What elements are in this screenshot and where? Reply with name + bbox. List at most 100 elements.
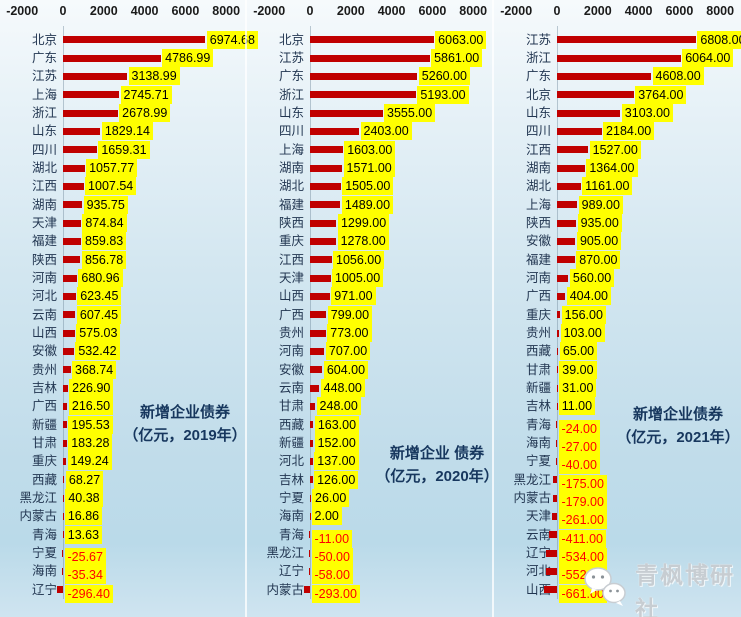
bar <box>310 36 434 44</box>
value-label: 137.00 <box>314 452 359 471</box>
bar <box>557 366 559 374</box>
value-label: -534.00 <box>558 548 607 567</box>
category-label: 四川 <box>31 142 57 157</box>
x-axis-tick-label: 6000 <box>665 4 694 18</box>
x-axis-tick-label: -2000 <box>500 4 533 18</box>
watermark-text: 青枫博研社 <box>635 562 735 617</box>
category-label: 吉林 <box>278 472 304 487</box>
bar <box>310 421 314 429</box>
bar <box>63 348 74 356</box>
bar <box>308 531 310 539</box>
bar <box>63 494 65 502</box>
bar <box>63 329 75 337</box>
category-label: 海南 <box>525 436 551 451</box>
bar <box>557 238 576 246</box>
category-label: 四川 <box>278 124 304 139</box>
bar <box>555 439 557 447</box>
category-label: 安徽 <box>525 234 551 249</box>
bar <box>553 476 557 484</box>
category-label: 陕西 <box>525 216 551 231</box>
x-axis-tick-label: 2000 <box>583 4 612 18</box>
bar <box>63 146 97 154</box>
bar <box>310 403 316 411</box>
category-label: 山东 <box>31 124 57 139</box>
bar <box>63 164 85 172</box>
category-label: 江苏 <box>278 51 304 66</box>
bar <box>557 403 559 411</box>
chart-title-line1: 新增企业债券 <box>632 406 723 423</box>
bar <box>310 311 327 319</box>
bar <box>56 586 63 594</box>
bar <box>63 183 84 191</box>
value-label: 13.63 <box>64 525 103 544</box>
value-label: 6808.00 <box>697 30 741 49</box>
value-label: 5193.00 <box>417 85 469 104</box>
category-label: 广东 <box>278 69 304 84</box>
category-label: 青海 <box>31 527 57 542</box>
category-label: 重庆 <box>278 234 304 249</box>
category-label: 湖南 <box>525 161 551 176</box>
category-label: 黑龙江 <box>513 472 551 487</box>
value-label: 183.28 <box>68 434 113 453</box>
category-label: 山东 <box>278 106 304 121</box>
value-label: 39.00 <box>559 360 597 379</box>
category-label: 湖北 <box>278 179 304 194</box>
category-label: 河北 <box>31 289 57 304</box>
value-label: 126.00 <box>314 470 359 489</box>
value-label: 4786.99 <box>162 49 214 68</box>
x-axis-tick-label: 0 <box>306 4 314 18</box>
category-label: 江苏 <box>31 69 57 84</box>
category-label: 广东 <box>31 51 57 66</box>
category-label: 重庆 <box>525 307 551 322</box>
bar <box>557 201 578 209</box>
value-label: 1603.00 <box>344 140 396 159</box>
bar <box>557 109 621 117</box>
value-label: 26.00 <box>312 489 350 508</box>
bar <box>310 366 323 374</box>
bar <box>308 568 310 576</box>
value-label: 368.74 <box>72 360 117 379</box>
value-label: 156.00 <box>561 305 606 324</box>
bar <box>310 256 332 264</box>
category-label: 辽宁 <box>278 564 304 579</box>
category-label: 山西 <box>278 289 304 304</box>
chart-title-line1: 新增企业 债券 <box>389 445 485 462</box>
bar <box>63 238 81 246</box>
category-label: 天津 <box>278 271 304 286</box>
category-label: 海南 <box>278 509 304 524</box>
value-label: 1007.54 <box>85 177 137 196</box>
watermark: 青枫博研社 <box>583 556 741 617</box>
bar <box>310 146 343 154</box>
x-axis-tick-label: -2000 <box>253 4 286 18</box>
category-label: 江苏 <box>525 32 551 47</box>
bar <box>63 73 128 81</box>
bar <box>63 91 119 99</box>
value-label: 575.03 <box>76 324 121 343</box>
category-label: 新疆 <box>31 417 57 432</box>
bar <box>551 513 557 521</box>
category-label: 天津 <box>31 216 57 231</box>
bar <box>557 219 577 227</box>
value-label: 11.00 <box>558 397 596 416</box>
x-axis-tick-label: 2000 <box>336 4 365 18</box>
category-label: 湖南 <box>278 161 304 176</box>
value-label: 773.00 <box>327 324 372 343</box>
bar <box>63 274 77 282</box>
chart-divider <box>492 0 494 617</box>
category-label: 云南 <box>278 381 304 396</box>
value-label: 874.84 <box>82 214 127 233</box>
value-label: 623.45 <box>77 287 122 306</box>
category-label: 河北 <box>278 454 304 469</box>
x-axis-tick-label: 4000 <box>624 4 653 18</box>
category-label: 安徽 <box>278 362 304 377</box>
value-label: 971.00 <box>331 287 376 306</box>
category-label: 浙江 <box>31 106 57 121</box>
category-label: 上海 <box>278 142 304 157</box>
bar <box>557 91 634 99</box>
wechat-bubbles-icon <box>583 566 631 615</box>
value-label: 935.00 <box>577 214 622 233</box>
value-label: 680.96 <box>78 269 123 288</box>
value-label: 6063.00 <box>435 30 487 49</box>
value-label: 856.78 <box>81 250 127 269</box>
value-label: 3138.99 <box>128 67 180 86</box>
